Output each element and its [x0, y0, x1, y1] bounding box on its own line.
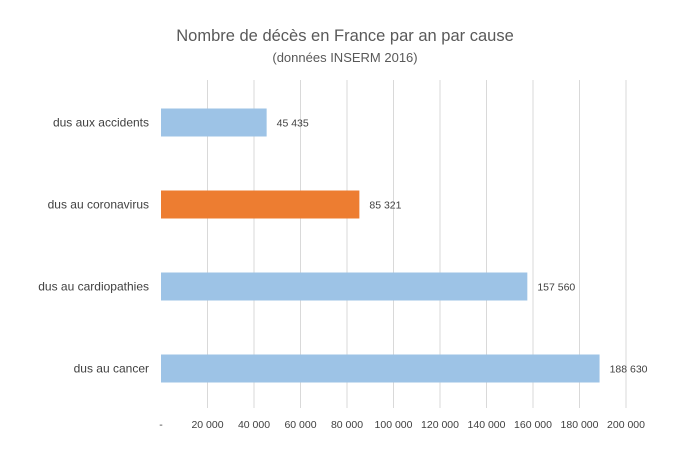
x-tick-label: 80 000 — [331, 419, 363, 431]
x-tick-label: 140 000 — [468, 419, 506, 431]
data-labels: 45 435 85 321 157 560 188 630 — [277, 118, 648, 376]
data-label: 188 630 — [610, 364, 648, 376]
x-tick-label: 20 000 — [191, 419, 223, 431]
x-tick-label: 120 000 — [421, 419, 459, 431]
x-tick-label: - — [159, 419, 163, 431]
data-label: 85 321 — [369, 200, 401, 212]
category-label: dus au coronavirus — [48, 198, 149, 212]
x-tick-label: 160 000 — [514, 419, 552, 431]
chart-title: Nombre de décès en France par an par cau… — [176, 27, 514, 45]
x-tick-label: 40 000 — [238, 419, 270, 431]
bar — [161, 108, 267, 137]
x-tick-label: 200 000 — [607, 419, 645, 431]
x-tick-label: 60 000 — [284, 419, 316, 431]
category-label: dus au cardiopathies — [38, 280, 149, 294]
bar — [161, 272, 528, 301]
x-tick-label: 100 000 — [375, 419, 413, 431]
bars — [161, 108, 600, 383]
category-labels: dus aux accidents dus au coronavirus dus a… — [38, 116, 149, 376]
bar — [161, 190, 360, 219]
category-label: dus au cancer — [74, 362, 149, 376]
data-label: 45 435 — [277, 118, 309, 130]
chart-subtitle: (données INSERM 2016) — [272, 50, 417, 65]
x-tick-label: 180 000 — [561, 419, 599, 431]
bar — [161, 354, 600, 383]
category-label: dus aux accidents — [53, 116, 149, 130]
x-axis-tick-labels: - 20 000 40 000 60 000 80 000 100 000 120 000 1… — [159, 419, 645, 431]
data-label: 157 560 — [537, 282, 575, 294]
